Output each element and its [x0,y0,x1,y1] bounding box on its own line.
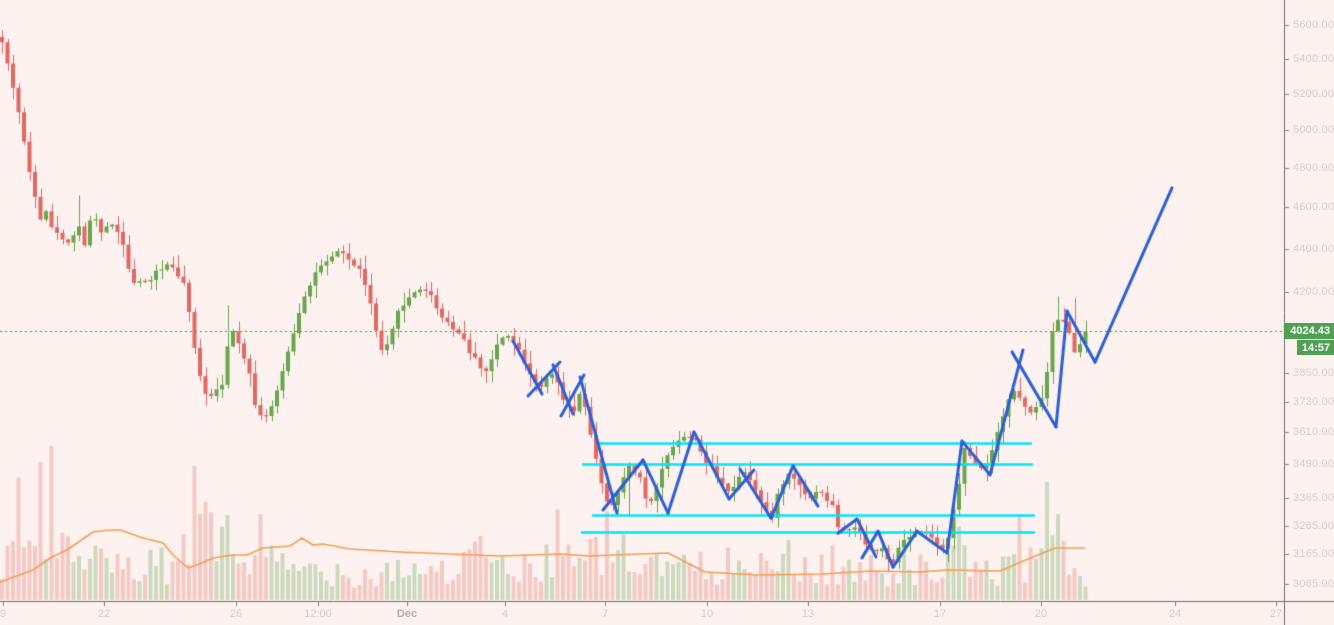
price-tick-label: 5600.00 [1293,19,1334,31]
time-tick-label: 24 [1168,608,1182,620]
price-tick-label: 3165.00 [1293,548,1334,561]
price-tick-label: 4600.00 [1293,201,1334,214]
countdown-value: 14:57 [1301,341,1330,354]
price-tick-label: 5000.00 [1293,124,1334,137]
price-tick-label: 4400.00 [1293,242,1334,255]
time-tick-label: 20 [1034,608,1048,620]
last-price-value: 4024.43 [1290,325,1330,338]
time-tick-label: 26 [229,608,243,620]
time-tick-label: 4 [501,608,509,620]
price-tick-label: 3850.00 [1293,366,1334,379]
time-tick-label: 10 [700,608,714,620]
price-tick-label: 3610.00 [1293,426,1334,439]
time-axis[interactable]: 9 22 26 12:00 Dec 4 7 10 13 17 20 24 27 [0,602,1284,625]
time-tick-label: 17 [933,608,947,620]
price-tick-label: 4800.00 [1293,162,1334,174]
time-tick-label: 27 [1269,608,1283,620]
price-tick-label: 3490.00 [1293,457,1334,470]
countdown-badge: 14:57 [1297,340,1334,356]
price-tick-label: 4200.00 [1293,285,1334,298]
time-tick-label: 13 [801,608,815,620]
time-tick-label: 9 [0,608,7,620]
price-axis[interactable]: 5600.00 5400.00 5200.00 5000.00 4800.00 4600.… [1285,0,1334,601]
price-tick-label: 3365.00 [1293,491,1334,504]
time-tick-label: 22 [97,608,111,620]
time-tick-label: 7 [601,608,609,620]
price-tick-label: 5200.00 [1293,87,1334,100]
price-tick-label: 3265.00 [1293,519,1334,532]
time-tick-label: Dec [396,608,418,620]
price-tick-label: 3730.00 [1293,395,1334,408]
time-tick-label: 12:00 [304,608,332,620]
price-tick-label: 5400.00 [1293,52,1334,65]
last-price-badge: 4024.43 [1284,323,1334,340]
price-tick-label: 3065.00 [1293,578,1334,591]
